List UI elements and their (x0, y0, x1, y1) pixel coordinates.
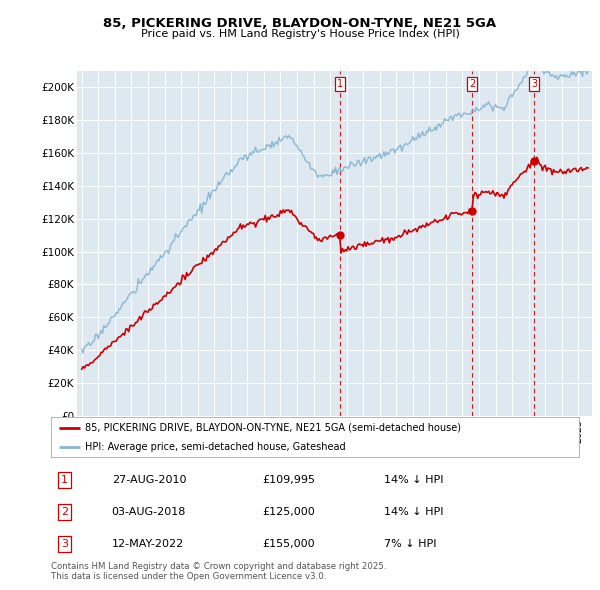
Text: £109,995: £109,995 (262, 475, 315, 484)
Text: 2: 2 (61, 507, 68, 517)
Text: 3: 3 (531, 79, 537, 89)
Text: 85, PICKERING DRIVE, BLAYDON-ON-TYNE, NE21 5GA: 85, PICKERING DRIVE, BLAYDON-ON-TYNE, NE… (103, 17, 497, 30)
Text: 3: 3 (61, 539, 68, 549)
Text: 14% ↓ HPI: 14% ↓ HPI (383, 475, 443, 484)
Text: 14% ↓ HPI: 14% ↓ HPI (383, 507, 443, 517)
Text: 1: 1 (61, 475, 68, 484)
Text: £125,000: £125,000 (262, 507, 315, 517)
Text: 85, PICKERING DRIVE, BLAYDON-ON-TYNE, NE21 5GA (semi-detached house): 85, PICKERING DRIVE, BLAYDON-ON-TYNE, NE… (85, 423, 461, 433)
Text: 12-MAY-2022: 12-MAY-2022 (112, 539, 184, 549)
Text: Price paid vs. HM Land Registry's House Price Index (HPI): Price paid vs. HM Land Registry's House … (140, 29, 460, 39)
Text: Contains HM Land Registry data © Crown copyright and database right 2025.
This d: Contains HM Land Registry data © Crown c… (51, 562, 386, 581)
Text: 03-AUG-2018: 03-AUG-2018 (112, 507, 186, 517)
Text: 7% ↓ HPI: 7% ↓ HPI (383, 539, 436, 549)
Text: 1: 1 (337, 79, 343, 89)
Text: HPI: Average price, semi-detached house, Gateshead: HPI: Average price, semi-detached house,… (85, 442, 346, 452)
Text: £155,000: £155,000 (262, 539, 315, 549)
Text: 2: 2 (469, 79, 475, 89)
Text: 27-AUG-2010: 27-AUG-2010 (112, 475, 186, 484)
